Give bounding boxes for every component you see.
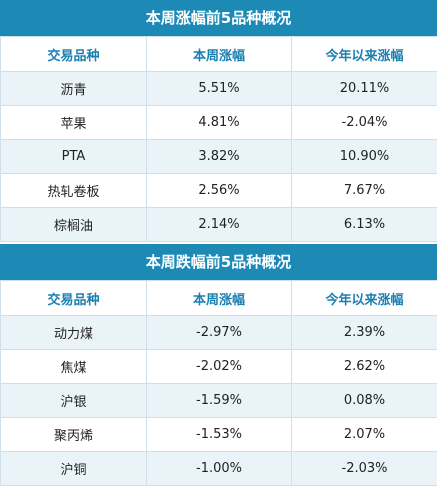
table-row: 苹果 4.81% -2.04% (0, 105, 437, 140)
column-header-ytd-change: 今年以来涨幅 (291, 280, 437, 316)
weekly-change-cell: 4.81% (146, 105, 292, 140)
product-cell: PTA (0, 139, 147, 174)
losers-table: 交易品种 本周涨幅 今年以来涨幅 动力煤 -2.97% 2.39% 焦煤 -2.… (0, 280, 437, 486)
ytd-change-cell: -2.04% (291, 105, 437, 140)
weekly-change-cell: -1.00% (146, 451, 292, 486)
gainers-title: 本周涨幅前5品种概况 (0, 0, 437, 36)
column-header-product: 交易品种 (0, 36, 147, 72)
gainers-section: 本周涨幅前5品种概况 交易品种 本周涨幅 今年以来涨幅 沥青 5.51% 20.… (0, 0, 437, 242)
ytd-change-cell: 20.11% (291, 71, 437, 106)
product-cell: 棕榈油 (0, 207, 147, 242)
table-row: PTA 3.82% 10.90% (0, 139, 437, 174)
weekly-change-cell: -1.59% (146, 383, 292, 418)
weekly-change-cell: -2.97% (146, 315, 292, 350)
weekly-change-cell: -2.02% (146, 349, 292, 384)
product-cell: 沪银 (0, 383, 147, 418)
ytd-change-cell: 7.67% (291, 173, 437, 208)
product-cell: 热轧卷板 (0, 173, 147, 208)
product-cell: 聚丙烯 (0, 417, 147, 452)
losers-section: 本周跌幅前5品种概况 交易品种 本周涨幅 今年以来涨幅 动力煤 -2.97% 2… (0, 244, 437, 486)
table-row: 沪银 -1.59% 0.08% (0, 383, 437, 418)
weekly-change-cell: -1.53% (146, 417, 292, 452)
ytd-change-cell: 2.62% (291, 349, 437, 384)
ytd-change-cell: -2.03% (291, 451, 437, 486)
product-cell: 沥青 (0, 71, 147, 106)
column-header-ytd-change: 今年以来涨幅 (291, 36, 437, 72)
table-row: 焦煤 -2.02% 2.62% (0, 349, 437, 384)
gainers-header-row: 交易品种 本周涨幅 今年以来涨幅 (0, 36, 437, 72)
table-row: 沪铜 -1.00% -2.03% (0, 451, 437, 486)
product-cell: 沪铜 (0, 451, 147, 486)
losers-header-row: 交易品种 本周涨幅 今年以来涨幅 (0, 280, 437, 316)
weekly-change-cell: 5.51% (146, 71, 292, 106)
column-header-product: 交易品种 (0, 280, 147, 316)
weekly-change-cell: 2.14% (146, 207, 292, 242)
ytd-change-cell: 2.39% (291, 315, 437, 350)
table-row: 沥青 5.51% 20.11% (0, 71, 437, 106)
ytd-change-cell: 10.90% (291, 139, 437, 174)
table-row: 热轧卷板 2.56% 7.67% (0, 173, 437, 208)
table-row: 聚丙烯 -1.53% 2.07% (0, 417, 437, 452)
weekly-change-cell: 3.82% (146, 139, 292, 174)
product-cell: 苹果 (0, 105, 147, 140)
gainers-table: 交易品种 本周涨幅 今年以来涨幅 沥青 5.51% 20.11% 苹果 4.81… (0, 36, 437, 242)
product-cell: 焦煤 (0, 349, 147, 384)
product-cell: 动力煤 (0, 315, 147, 350)
column-header-weekly-change: 本周涨幅 (146, 280, 292, 316)
table-row: 动力煤 -2.97% 2.39% (0, 315, 437, 350)
table-row: 棕榈油 2.14% 6.13% (0, 207, 437, 242)
ytd-change-cell: 0.08% (291, 383, 437, 418)
weekly-change-cell: 2.56% (146, 173, 292, 208)
ytd-change-cell: 6.13% (291, 207, 437, 242)
ytd-change-cell: 2.07% (291, 417, 437, 452)
column-header-weekly-change: 本周涨幅 (146, 36, 292, 72)
losers-title: 本周跌幅前5品种概况 (0, 244, 437, 280)
